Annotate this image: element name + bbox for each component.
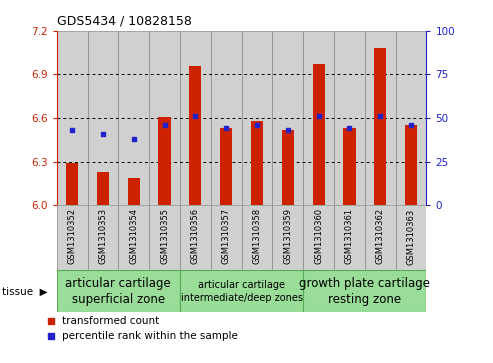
Bar bbox=[242, 205, 272, 270]
Bar bbox=[180, 205, 211, 270]
Bar bbox=[303, 31, 334, 205]
Text: GSM1310363: GSM1310363 bbox=[407, 208, 416, 265]
Bar bbox=[88, 31, 118, 205]
Text: GSM1310353: GSM1310353 bbox=[99, 208, 107, 265]
Text: GSM1310359: GSM1310359 bbox=[283, 208, 292, 264]
Text: GSM1310357: GSM1310357 bbox=[222, 208, 231, 265]
Text: transformed count: transformed count bbox=[62, 316, 159, 326]
Bar bbox=[180, 270, 303, 312]
Bar bbox=[395, 205, 426, 270]
Bar bbox=[211, 205, 242, 270]
Text: articular cartilage
superficial zone: articular cartilage superficial zone bbox=[66, 277, 171, 306]
Text: GSM1310356: GSM1310356 bbox=[191, 208, 200, 265]
Bar bbox=[272, 31, 303, 205]
Bar bbox=[365, 31, 395, 205]
Bar bbox=[149, 31, 180, 205]
Bar bbox=[88, 205, 118, 270]
Text: GSM1310355: GSM1310355 bbox=[160, 208, 169, 264]
Bar bbox=[128, 178, 140, 205]
Bar bbox=[282, 130, 294, 205]
Bar bbox=[180, 31, 211, 205]
Bar bbox=[97, 172, 109, 205]
Text: GSM1310362: GSM1310362 bbox=[376, 208, 385, 265]
Bar bbox=[242, 31, 272, 205]
Text: percentile rank within the sample: percentile rank within the sample bbox=[62, 331, 238, 341]
Text: tissue  ▶: tissue ▶ bbox=[2, 286, 48, 296]
Bar bbox=[374, 48, 387, 205]
Bar bbox=[313, 64, 325, 205]
Bar bbox=[334, 205, 365, 270]
Bar bbox=[395, 31, 426, 205]
Bar bbox=[343, 128, 355, 205]
Bar bbox=[303, 205, 334, 270]
Bar bbox=[57, 31, 88, 205]
Bar bbox=[149, 205, 180, 270]
Text: GSM1310354: GSM1310354 bbox=[129, 208, 138, 264]
Bar bbox=[57, 205, 88, 270]
Text: articular cartilage
intermediate/deep zones: articular cartilage intermediate/deep zo… bbox=[180, 280, 303, 302]
Bar bbox=[66, 163, 78, 205]
Bar bbox=[334, 31, 365, 205]
Text: GSM1310360: GSM1310360 bbox=[314, 208, 323, 265]
Bar bbox=[118, 205, 149, 270]
Text: GSM1310358: GSM1310358 bbox=[252, 208, 261, 265]
Bar bbox=[189, 66, 202, 205]
Bar bbox=[118, 31, 149, 205]
Text: GSM1310361: GSM1310361 bbox=[345, 208, 354, 265]
Bar bbox=[251, 121, 263, 205]
Bar bbox=[57, 270, 180, 312]
Bar bbox=[365, 205, 395, 270]
Bar bbox=[211, 31, 242, 205]
Text: growth plate cartilage
resting zone: growth plate cartilage resting zone bbox=[299, 277, 430, 306]
Bar bbox=[405, 125, 417, 205]
Bar bbox=[158, 117, 171, 205]
Text: GDS5434 / 10828158: GDS5434 / 10828158 bbox=[57, 15, 192, 28]
Bar bbox=[272, 205, 303, 270]
Bar bbox=[303, 270, 426, 312]
Text: GSM1310352: GSM1310352 bbox=[68, 208, 76, 264]
Bar bbox=[220, 128, 232, 205]
